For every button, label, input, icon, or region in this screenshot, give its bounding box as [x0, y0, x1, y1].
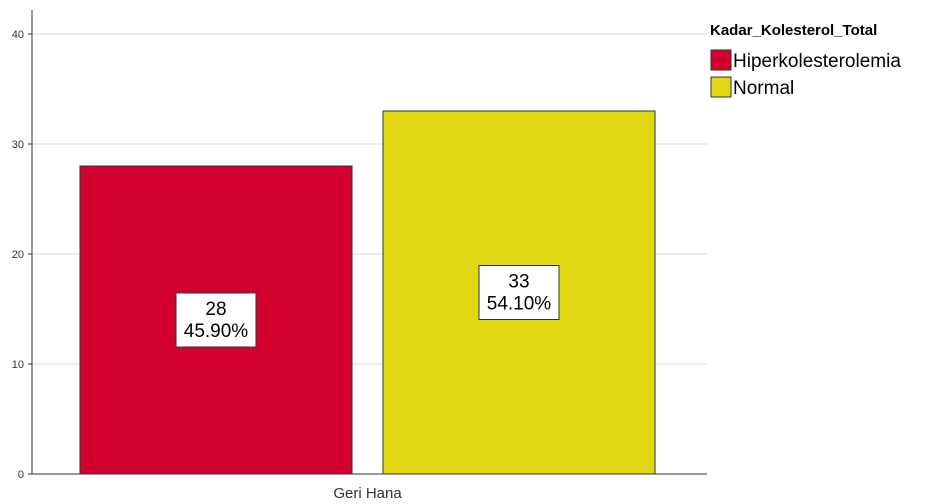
data-label-value-hiperkolesterolemia: 28 [205, 299, 226, 320]
data-label-box-hiperkolesterolemia [175, 292, 257, 348]
bars [79, 110, 656, 475]
y-tick-label-0: 0 [18, 469, 24, 481]
y-tick-label-40: 40 [12, 29, 24, 41]
data-label-box-normal [478, 265, 560, 320]
y-tick-label-30: 30 [12, 139, 24, 151]
data-label-percent-hiperkolesterolemia: 45.90% [184, 321, 249, 342]
y-tick-label-20: 20 [12, 249, 24, 261]
legend-label-normal: Normal [733, 78, 794, 99]
axes: 0 10 20 30 40 Geri Hana [12, 10, 707, 502]
legend-title: Kadar_Kolesterol_Total [710, 22, 877, 39]
x-category-label: Geri Hana [333, 485, 402, 502]
y-tick-label-10: 10 [12, 359, 24, 371]
legend: Kadar_Kolesterol_Total Hiperkolesterolemi… [710, 22, 901, 99]
data-label-value-normal: 33 [508, 272, 529, 293]
legend-swatch-hiperkolesterolemia [710, 49, 732, 71]
legend-label-hiperkolesterolemia: Hiperkolesterolemia [733, 51, 901, 72]
legend-swatch-normal [710, 76, 732, 98]
data-label-percent-normal: 54.10% [487, 294, 552, 315]
